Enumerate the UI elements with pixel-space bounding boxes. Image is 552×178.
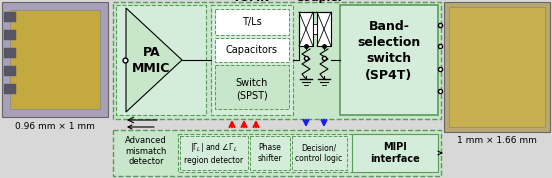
- Text: Coupler: Coupler: [296, 0, 344, 3]
- Polygon shape: [126, 8, 182, 112]
- Bar: [215, 9, 289, 35]
- Text: PA: PA: [142, 46, 160, 59]
- Bar: [211, 5, 293, 115]
- Bar: [178, 134, 406, 172]
- Bar: [317, 12, 331, 46]
- Bar: [444, 2, 550, 132]
- Bar: [215, 65, 289, 109]
- Bar: [113, 2, 441, 119]
- Text: $|\Gamma_L|$ and $\angle\Gamma_L$
region detector: $|\Gamma_L|$ and $\angle\Gamma_L$ region…: [184, 141, 243, 165]
- Text: Phase
shifter: Phase shifter: [258, 143, 283, 163]
- Text: Band-: Band-: [369, 20, 410, 33]
- Text: (SPST): (SPST): [236, 90, 268, 100]
- Text: Capacitors: Capacitors: [226, 45, 278, 55]
- Bar: [313, 24, 317, 34]
- Bar: [116, 5, 206, 115]
- Text: Advanced
mismatch
detector: Advanced mismatch detector: [125, 136, 167, 166]
- Bar: [449, 7, 545, 127]
- Bar: [299, 12, 313, 46]
- Bar: [2, 2, 108, 117]
- Text: 0.96 mm × 1 mm: 0.96 mm × 1 mm: [15, 122, 95, 131]
- Text: switch: switch: [367, 53, 412, 66]
- Text: 1 mm × 1.66 mm: 1 mm × 1.66 mm: [457, 136, 537, 145]
- Bar: [292, 136, 347, 170]
- Bar: [10, 10, 100, 109]
- Text: Switch: Switch: [236, 78, 268, 88]
- Bar: [4, 30, 16, 40]
- Text: TOMN: TOMN: [233, 0, 270, 3]
- Bar: [4, 66, 16, 76]
- Bar: [180, 136, 248, 170]
- Text: (SP4T): (SP4T): [365, 69, 413, 82]
- Text: T/Ls: T/Ls: [242, 17, 262, 27]
- Bar: [4, 84, 16, 94]
- Bar: [340, 5, 438, 115]
- Bar: [4, 48, 16, 58]
- Text: MIPI
interface: MIPI interface: [370, 142, 420, 164]
- Bar: [215, 38, 289, 62]
- Bar: [250, 136, 290, 170]
- Bar: [352, 134, 438, 172]
- Text: MMIC: MMIC: [132, 62, 171, 75]
- Text: selection: selection: [357, 36, 421, 49]
- Bar: [113, 130, 441, 176]
- Text: Decision/
control logic: Decision/ control logic: [295, 143, 343, 163]
- Bar: [4, 12, 16, 22]
